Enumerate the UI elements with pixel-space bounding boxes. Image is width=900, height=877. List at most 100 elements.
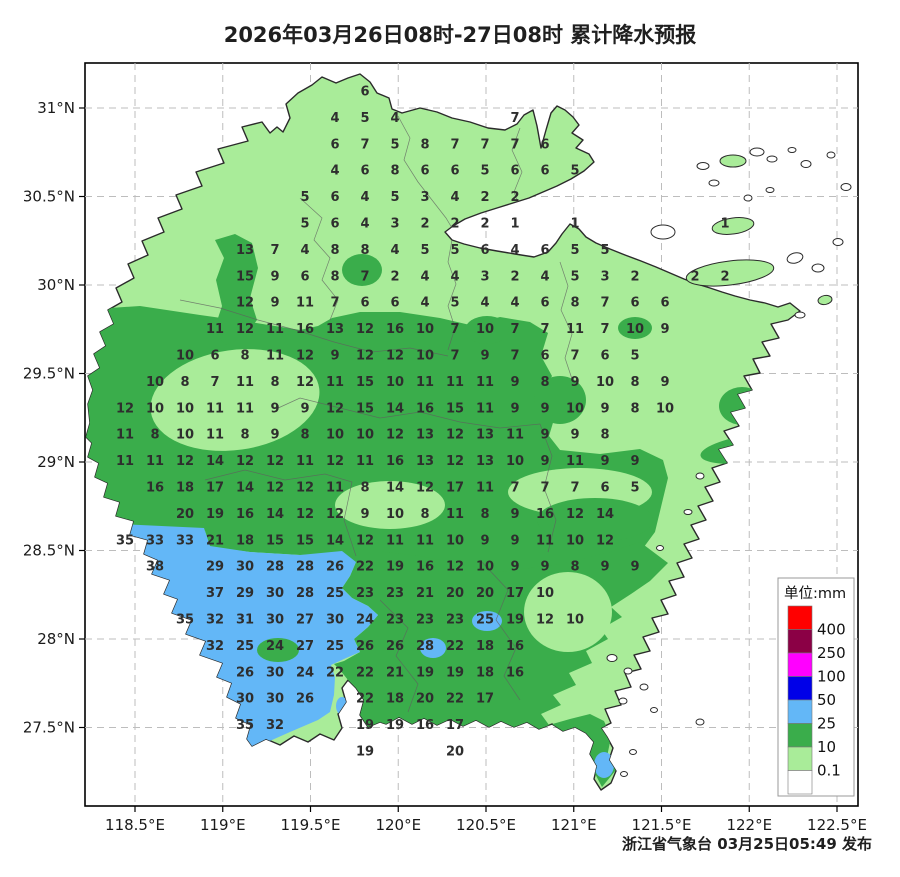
precip-value: 7 (450, 322, 459, 337)
precip-value: 25 (476, 613, 494, 628)
precip-value: 4 (420, 296, 429, 311)
precip-value: 7 (510, 349, 519, 364)
legend-threshold-label: 250 (817, 644, 846, 662)
precip-value: 5 (480, 164, 489, 179)
precip-value: 5 (300, 190, 309, 205)
lat-tick-label: 29.5°N (23, 365, 75, 383)
precip-value: 7 (450, 349, 459, 364)
precip-value: 19 (506, 613, 524, 628)
precip-value: 21 (416, 586, 434, 601)
precip-value: 12 (356, 349, 374, 364)
precip-value: 9 (480, 349, 489, 364)
precip-value: 17 (476, 692, 494, 707)
precip-value: 12 (356, 533, 374, 548)
precip-value: 11 (236, 401, 254, 416)
precip-value: 9 (330, 349, 339, 364)
precip-value: 7 (330, 296, 339, 311)
precip-value: 25 (326, 586, 344, 601)
precip-value: 30 (266, 613, 284, 628)
precip-value: 4 (360, 217, 369, 232)
precip-value: 10 (416, 322, 434, 337)
precip-value: 7 (360, 269, 369, 284)
precip-value: 5 (420, 243, 429, 258)
precip-value: 4 (510, 243, 519, 258)
precip-value: 12 (356, 322, 374, 337)
precip-value: 6 (450, 164, 459, 179)
precip-value: 12 (296, 481, 314, 496)
precip-value: 8 (240, 349, 249, 364)
precip-value: 5 (630, 349, 639, 364)
precip-value: 9 (570, 428, 579, 443)
precip-value: 12 (296, 349, 314, 364)
precip-value: 1 (720, 217, 729, 232)
precip-value: 29 (206, 560, 224, 575)
precip-value: 10 (536, 586, 554, 601)
precip-value: 22 (446, 639, 464, 654)
lat-tick-label: 28°N (37, 630, 75, 648)
precip-value: 12 (236, 296, 254, 311)
precip-value: 4 (450, 190, 459, 205)
precip-value: 23 (386, 613, 404, 628)
prefecture-borders (179, 115, 574, 713)
lat-tick-label: 27.5°N (23, 719, 75, 737)
precip-value: 26 (326, 560, 344, 575)
precip-value: 4 (390, 243, 399, 258)
precip-value: 1 (510, 217, 519, 232)
precip-value: 2 (510, 190, 519, 205)
precip-value: 12 (416, 481, 434, 496)
legend-swatch (787, 770, 813, 795)
precip-value: 11 (566, 454, 584, 469)
band-25-50-blob (472, 611, 502, 631)
precip-value: 12 (446, 454, 464, 469)
legend-threshold-label: 25 (817, 715, 836, 733)
precip-value: 5 (630, 481, 639, 496)
precip-value: 11 (326, 375, 344, 390)
precip-value: 11 (326, 481, 344, 496)
precip-value: 11 (476, 481, 494, 496)
lon-tick-label: 122°E (726, 816, 772, 834)
precip-value: 8 (330, 269, 339, 284)
legend-unit-label: 单位:mm (784, 585, 846, 602)
lat-tick-label: 29°N (37, 453, 75, 471)
precip-value: 13 (416, 454, 434, 469)
precip-value: 19 (356, 745, 374, 760)
precip-value: 8 (240, 428, 249, 443)
precip-value: 11 (446, 375, 464, 390)
precip-value: 26 (356, 639, 374, 654)
precip-value: 8 (540, 375, 549, 390)
precip-value: 16 (536, 507, 554, 522)
precip-value: 13 (476, 454, 494, 469)
precip-value: 20 (446, 745, 464, 760)
precip-value: 16 (506, 665, 524, 680)
precip-value: 16 (296, 322, 314, 337)
precip-value: 11 (476, 401, 494, 416)
precip-value: 7 (450, 137, 459, 152)
precip-value: 16 (506, 639, 524, 654)
precip-value: 22 (326, 665, 344, 680)
precip-value: 6 (330, 137, 339, 152)
precip-value: 9 (510, 375, 519, 390)
band-10-25-blob (618, 317, 652, 339)
precip-value: 10 (446, 533, 464, 548)
map-title: 2026年03月26日08时-27日08时 累计降水预报 (224, 23, 697, 47)
precip-value: 4 (330, 164, 339, 179)
precip-value: 33 (176, 533, 194, 548)
precip-value: 32 (206, 613, 224, 628)
precip-value: 14 (266, 507, 284, 522)
precip-value: 18 (236, 533, 254, 548)
precip-value: 26 (386, 639, 404, 654)
precip-value: 11 (536, 533, 554, 548)
precip-value: 7 (510, 137, 519, 152)
precip-value: 12 (326, 454, 344, 469)
band-25-50-south-tip (594, 752, 614, 778)
precip-value: 4 (480, 296, 489, 311)
precip-value: 8 (420, 507, 429, 522)
precip-value: 8 (330, 243, 339, 258)
precip-value: 6 (360, 296, 369, 311)
precip-value: 7 (270, 243, 279, 258)
precip-value: 7 (570, 349, 579, 364)
precip-value: 4 (510, 296, 519, 311)
precip-value: 30 (266, 692, 284, 707)
precip-value: 12 (566, 507, 584, 522)
